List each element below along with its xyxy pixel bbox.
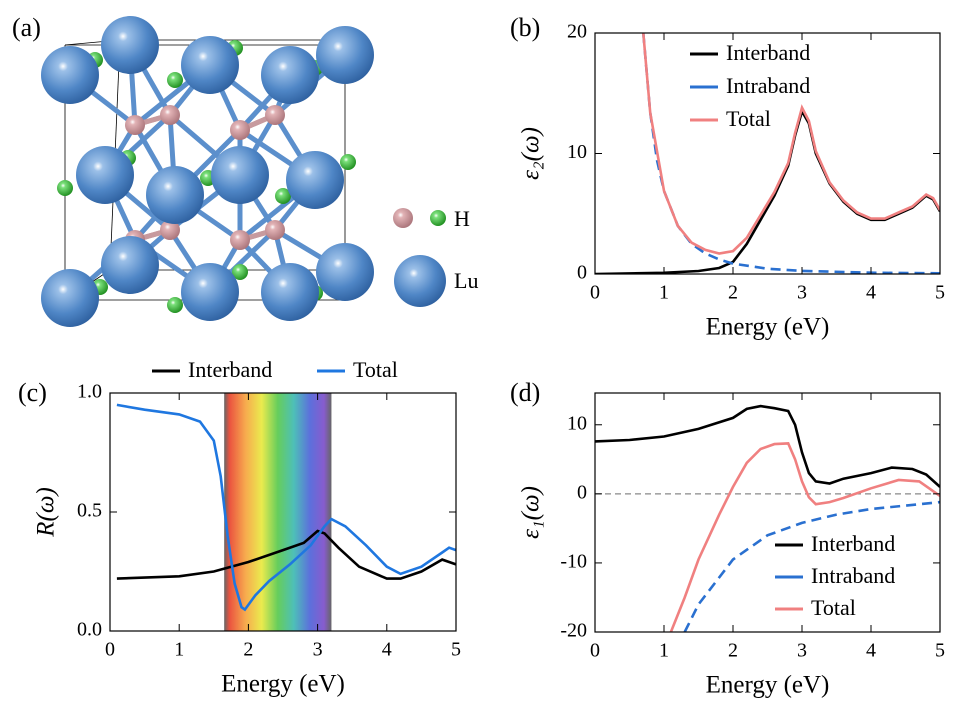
panel-label: (b) — [510, 13, 540, 42]
h-atom — [160, 220, 180, 240]
x-tick-label: 0 — [590, 640, 600, 662]
x-axis-label: Energy (eV) — [221, 671, 345, 698]
y-axis-label: ε₂(ω) — [518, 127, 545, 180]
legend-label: Intraband — [726, 73, 810, 98]
h-atom — [57, 180, 73, 196]
h-atom — [167, 297, 183, 313]
x-tick-label: 1 — [174, 639, 184, 661]
x-tick-label: 1 — [659, 282, 669, 304]
legend-label: H — [454, 206, 470, 231]
y-tick-label: 0.0 — [77, 619, 102, 641]
legend-label: Interband — [811, 531, 895, 556]
y-tick-label: 0 — [577, 481, 587, 503]
lu-atom — [316, 243, 374, 301]
y-tick-label: 20 — [567, 21, 587, 43]
h-atom — [275, 188, 291, 204]
y-axis-label: R(ω) — [33, 487, 60, 538]
legend-label: Total — [353, 357, 398, 382]
panel-label: (d) — [510, 378, 540, 407]
h-atom — [230, 230, 250, 250]
legend-atom — [394, 255, 446, 307]
h-atom — [160, 105, 180, 125]
legend-label: Total — [726, 106, 771, 131]
h-atom — [265, 220, 285, 240]
x-tick-label: 3 — [313, 639, 323, 661]
legend-label: Interband — [188, 357, 272, 382]
x-axis-label: Energy (eV) — [706, 672, 830, 699]
x-tick-label: 0 — [105, 639, 115, 661]
lu-atom — [101, 236, 159, 294]
x-tick-label: 5 — [935, 640, 945, 662]
lu-atom — [286, 151, 344, 209]
y-tick-label: 10 — [567, 141, 587, 163]
y-tick-label: 1.0 — [77, 381, 102, 403]
series-line — [642, 33, 940, 274]
series-line — [642, 33, 940, 255]
lu-atom — [316, 26, 374, 84]
x-tick-label: 2 — [728, 282, 738, 304]
x-tick-label: 5 — [935, 282, 945, 304]
visible-band — [224, 393, 332, 631]
series-line — [683, 500, 940, 632]
series-line — [595, 107, 940, 274]
legend-label: Total — [811, 595, 856, 620]
lu-atom — [41, 46, 99, 104]
y-tick-label: 0.5 — [77, 500, 102, 522]
legend-atom — [393, 208, 413, 228]
crystal-structure — [41, 16, 374, 327]
x-tick-label: 4 — [866, 640, 876, 662]
h-atom — [232, 264, 248, 280]
h-atom — [340, 154, 356, 170]
lu-atom — [211, 146, 269, 204]
x-tick-label: 2 — [728, 640, 738, 662]
x-tick-label: 3 — [797, 282, 807, 304]
legend-label: Lu — [454, 268, 478, 293]
lu-atom — [181, 36, 239, 94]
h-atom — [230, 120, 250, 140]
series-line — [669, 442, 940, 632]
lu-atom — [101, 16, 159, 74]
y-tick-label: 0 — [577, 262, 587, 284]
x-tick-label: 2 — [243, 639, 253, 661]
x-tick-label: 3 — [797, 640, 807, 662]
h-atom — [125, 115, 145, 135]
x-tick-label: 5 — [451, 639, 461, 661]
panel-label: (c) — [18, 378, 47, 407]
lu-atom — [76, 146, 134, 204]
x-tick-label: 1 — [659, 640, 669, 662]
lu-atom — [146, 166, 204, 224]
lu-atom — [261, 263, 319, 321]
legend-label: Intraband — [811, 563, 895, 588]
h-atom — [265, 105, 285, 125]
series-line — [116, 403, 456, 612]
lu-atom — [41, 269, 99, 327]
lu-atom — [261, 46, 319, 104]
x-tick-label: 0 — [590, 282, 600, 304]
legend-label: Interband — [726, 40, 810, 65]
x-tick-label: 4 — [866, 282, 876, 304]
y-tick-label: -20 — [560, 620, 587, 642]
panel-label: (a) — [12, 13, 41, 42]
y-tick-label: -10 — [560, 551, 587, 573]
x-tick-label: 4 — [382, 639, 392, 661]
h-atom — [167, 72, 183, 88]
y-axis-label: ε₁(ω) — [518, 486, 545, 539]
series-line — [595, 404, 940, 488]
y-tick-label: 10 — [567, 412, 587, 434]
x-axis-label: Energy (eV) — [706, 314, 830, 341]
plot-frame — [594, 392, 941, 633]
lu-atom — [181, 263, 239, 321]
legend-atom — [430, 210, 446, 226]
series-line — [116, 529, 456, 580]
